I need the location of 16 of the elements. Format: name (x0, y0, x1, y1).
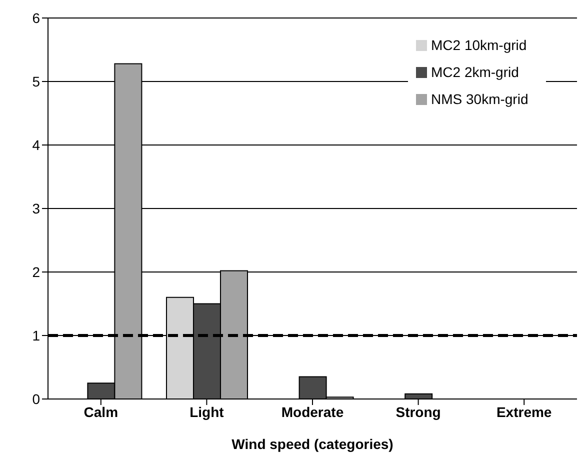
y-tick-label: 6 (32, 10, 40, 26)
x-tick-label: Light (190, 404, 224, 420)
x-tick-label: Calm (84, 404, 118, 420)
y-tick-label: 3 (32, 200, 40, 216)
y-tick-label: 1 (32, 327, 40, 344)
legend-label: MC2 2km-grid (431, 64, 519, 80)
legend-label: MC2 10km-grid (431, 37, 527, 53)
y-tick-label: 0 (32, 390, 40, 407)
x-axis-title: Wind speed (categories) (232, 436, 394, 452)
x-tick-label: Extreme (496, 404, 552, 420)
x-tick-label: Moderate (281, 404, 344, 420)
legend-label: NMS 30km-grid (431, 91, 528, 107)
y-tick-label: 2 (32, 264, 40, 280)
x-tick-label: Strong (396, 404, 441, 420)
y-tick-label: 4 (32, 136, 40, 153)
y-tick-label: 5 (32, 73, 40, 90)
